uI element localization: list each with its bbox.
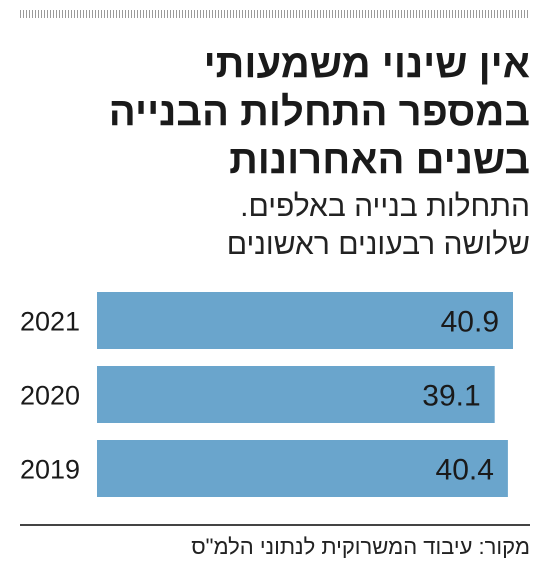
chart-subtitle-line-1: התחלות בנייה באלפים. [240, 190, 530, 223]
category-label-2019: 2019 [20, 455, 80, 485]
value-label-2019: 40.4 [436, 454, 494, 487]
chart-subtitle-line-2: שלושה רבעונים ראשונים [226, 228, 530, 261]
bar-2019 [97, 440, 508, 497]
bar-chart: 2021 40.9 2020 39.1 2019 40.4 [20, 292, 513, 497]
bar-2020 [97, 366, 495, 423]
footer-rule [20, 524, 530, 526]
chart-title-line-2: במספר התחלות הבנייה [108, 90, 530, 134]
chart-title-line-1: אין שינוי משמעותי [203, 42, 530, 86]
category-label-2020: 2020 [20, 381, 80, 411]
header: אין שינוי משמעותי במספר התחלות הבנייה בש… [20, 40, 530, 264]
source-note: מקור: עיבוד המשרוקית לנתוני הלמ"ס [191, 534, 530, 559]
top-hatch-decoration [20, 10, 530, 18]
value-label-2020: 39.1 [422, 380, 480, 413]
chart-title-line-3: בשנים האחרונות [229, 138, 530, 182]
category-label-2021: 2021 [20, 307, 80, 337]
bar-2021 [97, 292, 513, 349]
value-label-2021: 40.9 [441, 306, 499, 339]
